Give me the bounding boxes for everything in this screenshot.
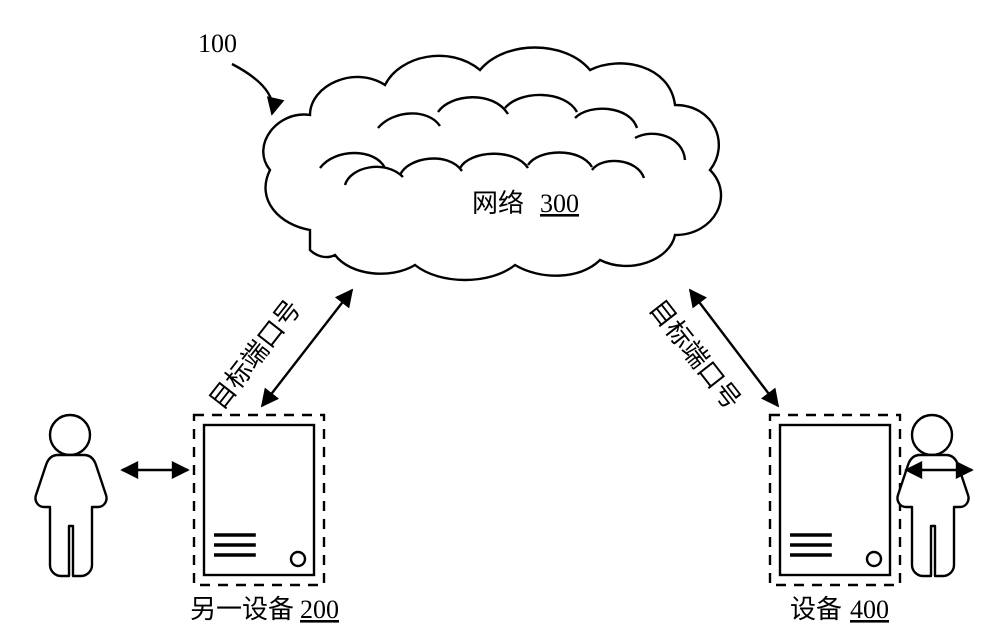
network-label: 网络 [472, 189, 524, 218]
device-left-number: 200 [300, 595, 339, 624]
person-right-icon [897, 415, 968, 576]
device-right-number: 400 [850, 595, 889, 624]
device-right [770, 415, 900, 585]
network-number: 300 [540, 189, 579, 218]
person-left-icon [35, 415, 106, 576]
link-right-label: 目标端口号 [643, 295, 746, 415]
figure-ref-arrow [232, 64, 273, 114]
device-right-label: 设备 [790, 595, 842, 624]
figure-ref-number: 100 [198, 29, 237, 58]
device-left-label: 另一设备 [190, 595, 294, 624]
link-left-label: 目标端口号 [204, 295, 307, 415]
device-left [194, 415, 324, 585]
network-cloud [263, 48, 721, 281]
